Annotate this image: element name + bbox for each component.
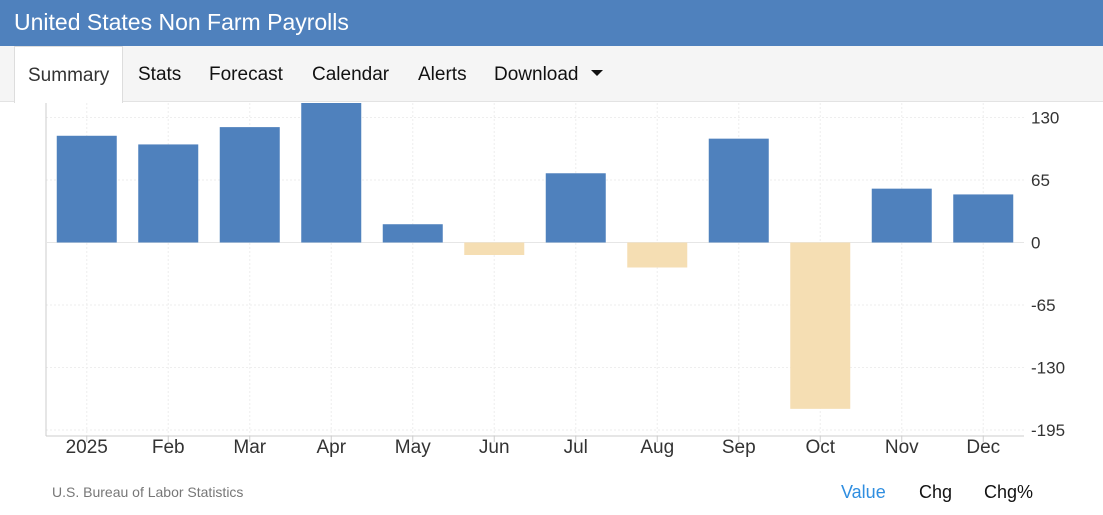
x-tick-label: 2025 [66, 437, 108, 458]
y-tick-label: 0 [1031, 234, 1040, 253]
tab-forecast[interactable]: Forecast [209, 64, 283, 85]
x-tick-label: Jul [564, 437, 588, 458]
bar-feb [138, 144, 199, 243]
y-tick-label: 65 [1031, 171, 1050, 190]
x-tick-label: Feb [152, 437, 185, 458]
bar-sep [708, 138, 769, 243]
y-tick-label: -130 [1031, 359, 1065, 378]
tab-stats[interactable]: Stats [138, 64, 182, 85]
tab-calendar[interactable]: Calendar [312, 64, 390, 85]
tab-download[interactable]: Download [494, 46, 603, 102]
x-tick-label: Jun [479, 437, 510, 458]
x-tick-label: Nov [885, 437, 919, 458]
bar-may [382, 224, 443, 243]
y-tick-label: 130 [1031, 109, 1059, 128]
y-tick-label: -65 [1031, 296, 1056, 315]
y-tick-label: -195 [1031, 421, 1065, 440]
tab-alerts[interactable]: Alerts [418, 64, 467, 85]
tab-download-label: Download [494, 64, 579, 85]
mode-value-button[interactable]: Value [841, 482, 886, 502]
bar-2025 [56, 135, 117, 243]
bar-dec [953, 194, 1014, 243]
bar-oct [790, 242, 851, 409]
tab-bar: Summary Stats Forecast Calendar Alerts D… [0, 46, 1103, 103]
x-tick-label: Mar [233, 437, 266, 458]
payrolls-bar-chart: 2025 Feb Mar Apr May Jun Jul Aug Sep Oct Nov Dec 130… [45, 103, 1065, 458]
bar-nov [871, 188, 932, 243]
x-tick-label: Oct [805, 437, 835, 458]
mode-chg-percent-button[interactable]: Chg% [984, 482, 1034, 502]
x-tick-label: Dec [966, 437, 1000, 458]
mode-chg-button[interactable]: Chg [919, 482, 953, 502]
bar-jun [464, 242, 525, 255]
tab-summary[interactable]: Summary [14, 46, 124, 103]
page-title: United States Non Farm Payrolls [0, 0, 1103, 46]
x-tick-label: Apr [316, 437, 346, 458]
chevron-down-icon [590, 70, 603, 76]
bar-apr [301, 103, 362, 243]
x-tick-label: Sep [722, 437, 756, 458]
source-credit: U.S. Bureau of Labor Statistics [52, 484, 244, 500]
x-tick-label: Aug [640, 437, 674, 458]
bar-jul [545, 173, 606, 243]
bar-mar [219, 127, 280, 243]
x-tick-label: May [395, 437, 431, 458]
bar-aug [627, 242, 688, 268]
